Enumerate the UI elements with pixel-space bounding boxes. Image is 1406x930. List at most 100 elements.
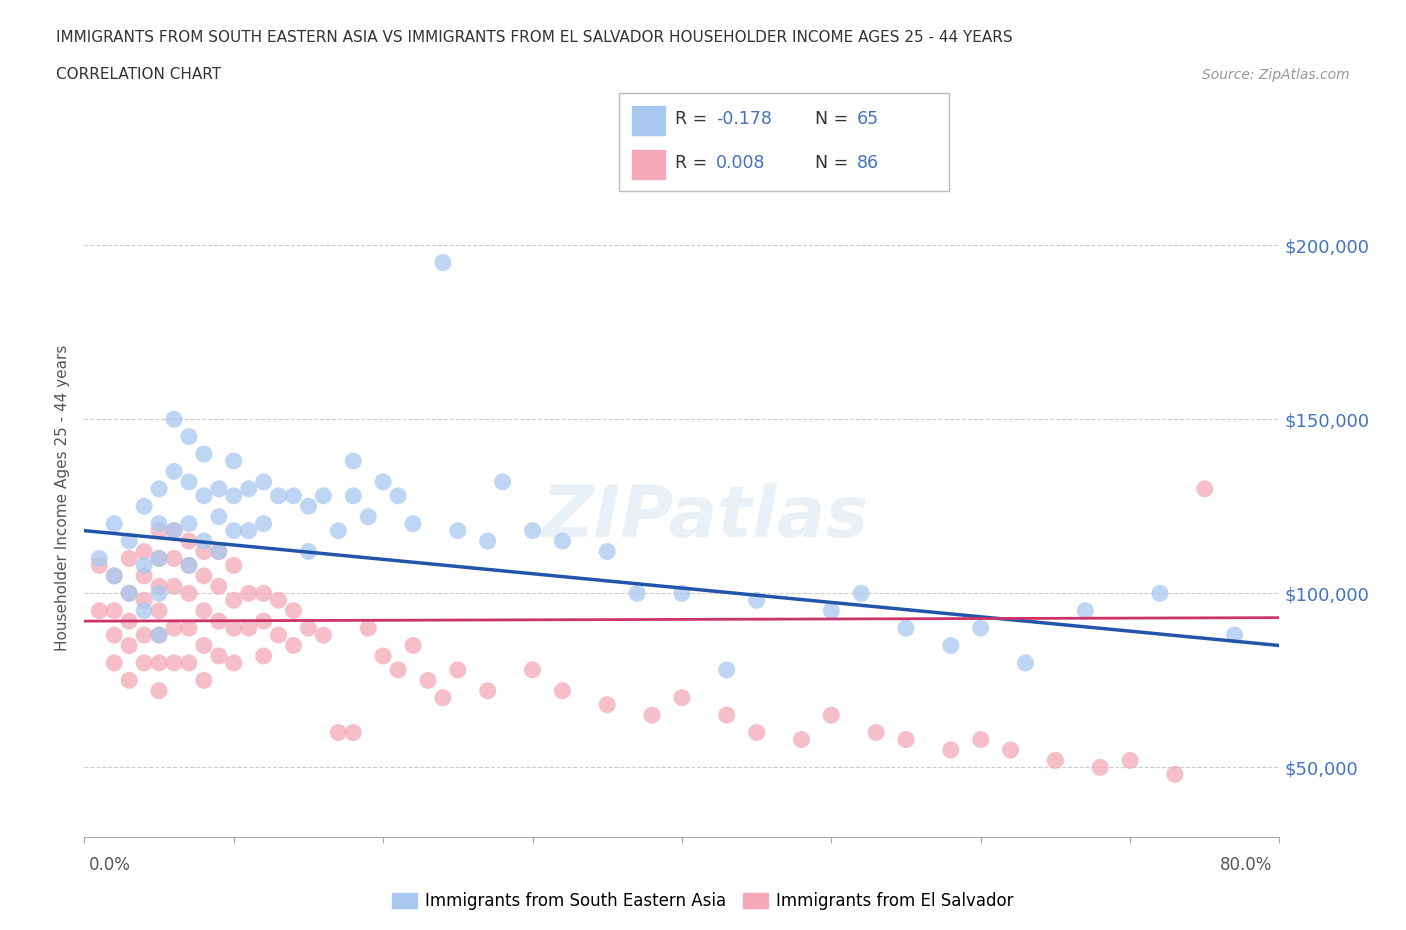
Point — [447, 662, 470, 677]
Point — [849, 586, 872, 601]
Point — [745, 725, 768, 740]
Text: 0.0%: 0.0% — [89, 856, 131, 873]
Point — [297, 498, 319, 513]
Point — [163, 656, 186, 671]
Point — [283, 604, 305, 618]
Point — [357, 620, 380, 635]
Point — [1088, 760, 1111, 775]
Point — [148, 586, 170, 601]
Bar — [631, 106, 665, 135]
Point — [312, 488, 335, 503]
Point — [267, 488, 290, 503]
Point — [253, 614, 276, 629]
Point — [132, 656, 156, 671]
Point — [238, 620, 260, 635]
Point — [177, 656, 200, 671]
Point — [328, 524, 350, 538]
Point — [283, 638, 305, 653]
Point — [132, 498, 156, 513]
Point — [371, 474, 394, 489]
Point — [297, 620, 319, 635]
Point — [253, 516, 276, 531]
Legend: Immigrants from South Eastern Asia, Immigrants from El Salvador: Immigrants from South Eastern Asia, Immi… — [385, 885, 1021, 917]
Point — [163, 464, 186, 479]
Point — [1119, 753, 1142, 768]
Point — [522, 524, 544, 538]
Point — [208, 544, 231, 559]
Point — [267, 592, 290, 607]
Point — [89, 558, 111, 573]
Point — [177, 516, 200, 531]
Point — [238, 482, 260, 497]
Point — [163, 551, 186, 566]
Point — [132, 604, 156, 618]
Y-axis label: Householder Income Ages 25 - 44 years: Householder Income Ages 25 - 44 years — [55, 344, 70, 651]
Point — [416, 673, 439, 688]
Text: CORRELATION CHART: CORRELATION CHART — [56, 67, 221, 82]
Point — [894, 732, 917, 747]
Point — [193, 488, 215, 503]
Point — [477, 684, 499, 698]
Text: -0.178: -0.178 — [716, 111, 772, 128]
Point — [103, 516, 125, 531]
Text: Source: ZipAtlas.com: Source: ZipAtlas.com — [1202, 68, 1350, 82]
Point — [402, 516, 425, 531]
Point — [1014, 656, 1036, 671]
Point — [193, 568, 215, 583]
Point — [148, 628, 170, 643]
Point — [132, 628, 156, 643]
Point — [522, 662, 544, 677]
Point — [222, 488, 245, 503]
Point — [253, 648, 276, 663]
Point — [118, 673, 141, 688]
Text: N =: N = — [815, 154, 853, 172]
Point — [148, 684, 170, 698]
Point — [716, 708, 738, 723]
Point — [387, 662, 409, 677]
Text: R =: R = — [675, 154, 713, 172]
Point — [208, 510, 231, 525]
Point — [716, 662, 738, 677]
Point — [208, 578, 231, 593]
Point — [163, 620, 186, 635]
Point — [208, 544, 231, 559]
Point — [222, 592, 245, 607]
Point — [148, 524, 170, 538]
Point — [596, 698, 619, 712]
Point — [177, 558, 200, 573]
Point — [1194, 482, 1216, 497]
Point — [118, 586, 141, 601]
Bar — [631, 150, 665, 179]
Point — [148, 551, 170, 566]
Point — [790, 732, 813, 747]
Text: 0.008: 0.008 — [716, 154, 766, 172]
Point — [432, 255, 454, 270]
Point — [89, 551, 111, 566]
Point — [939, 742, 962, 757]
Point — [371, 648, 394, 663]
Point — [283, 488, 305, 503]
Point — [820, 708, 842, 723]
Point — [970, 732, 993, 747]
Point — [118, 551, 141, 566]
Point — [163, 412, 186, 427]
Point — [103, 628, 125, 643]
Point — [148, 482, 170, 497]
Text: 80.0%: 80.0% — [1220, 856, 1272, 873]
Point — [118, 638, 141, 653]
Point — [177, 558, 200, 573]
Point — [148, 604, 170, 618]
Point — [342, 488, 364, 503]
Point — [820, 604, 842, 618]
Point — [238, 586, 260, 601]
Point — [641, 708, 664, 723]
Text: IMMIGRANTS FROM SOUTH EASTERN ASIA VS IMMIGRANTS FROM EL SALVADOR HOUSEHOLDER IN: IMMIGRANTS FROM SOUTH EASTERN ASIA VS IM… — [56, 30, 1012, 45]
Point — [132, 544, 156, 559]
Point — [148, 516, 170, 531]
Point — [222, 524, 245, 538]
Point — [477, 534, 499, 549]
Point — [193, 534, 215, 549]
Point — [208, 648, 231, 663]
Point — [222, 454, 245, 469]
Point — [193, 544, 215, 559]
